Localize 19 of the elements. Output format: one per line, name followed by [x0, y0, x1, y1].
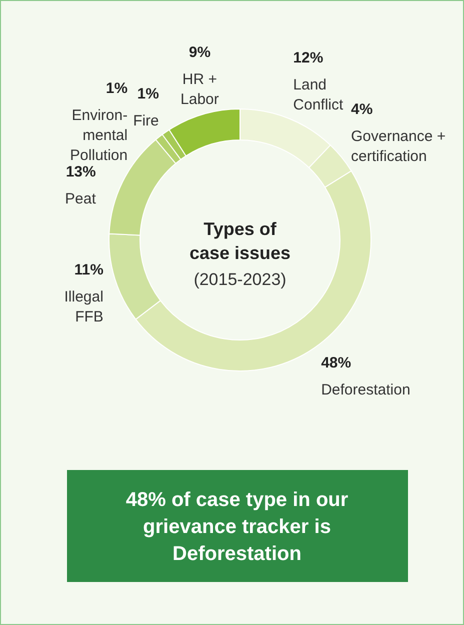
slice-label: Governance + certification	[350, 128, 446, 165]
slice-label: Illegal FFB	[64, 288, 104, 326]
data-label: 1%	[137, 86, 159, 103]
data-label: 1%	[106, 80, 128, 98]
data-label: 4%	[350, 100, 373, 118]
text: Types of case issues	[189, 219, 291, 263]
data-label: 11%	[74, 261, 104, 278]
slice-label: Fire	[133, 112, 159, 130]
text: 48% of case type in our grievance tracker is Deforestation	[126, 489, 348, 565]
text: (2015-2023)	[194, 270, 286, 289]
slice-label: Land Conflict	[293, 76, 344, 114]
data-label: 9%	[188, 44, 211, 62]
data-label: 12%	[293, 49, 324, 66]
data-label: 48%	[321, 354, 352, 372]
slice-label: Peat	[65, 190, 97, 208]
data-label: 13%	[66, 164, 96, 181]
slice-label: Deforestation	[321, 381, 410, 398]
slice-label: Environ- mental Pollution	[70, 107, 128, 164]
slice-label: HR + Labor	[180, 71, 219, 108]
